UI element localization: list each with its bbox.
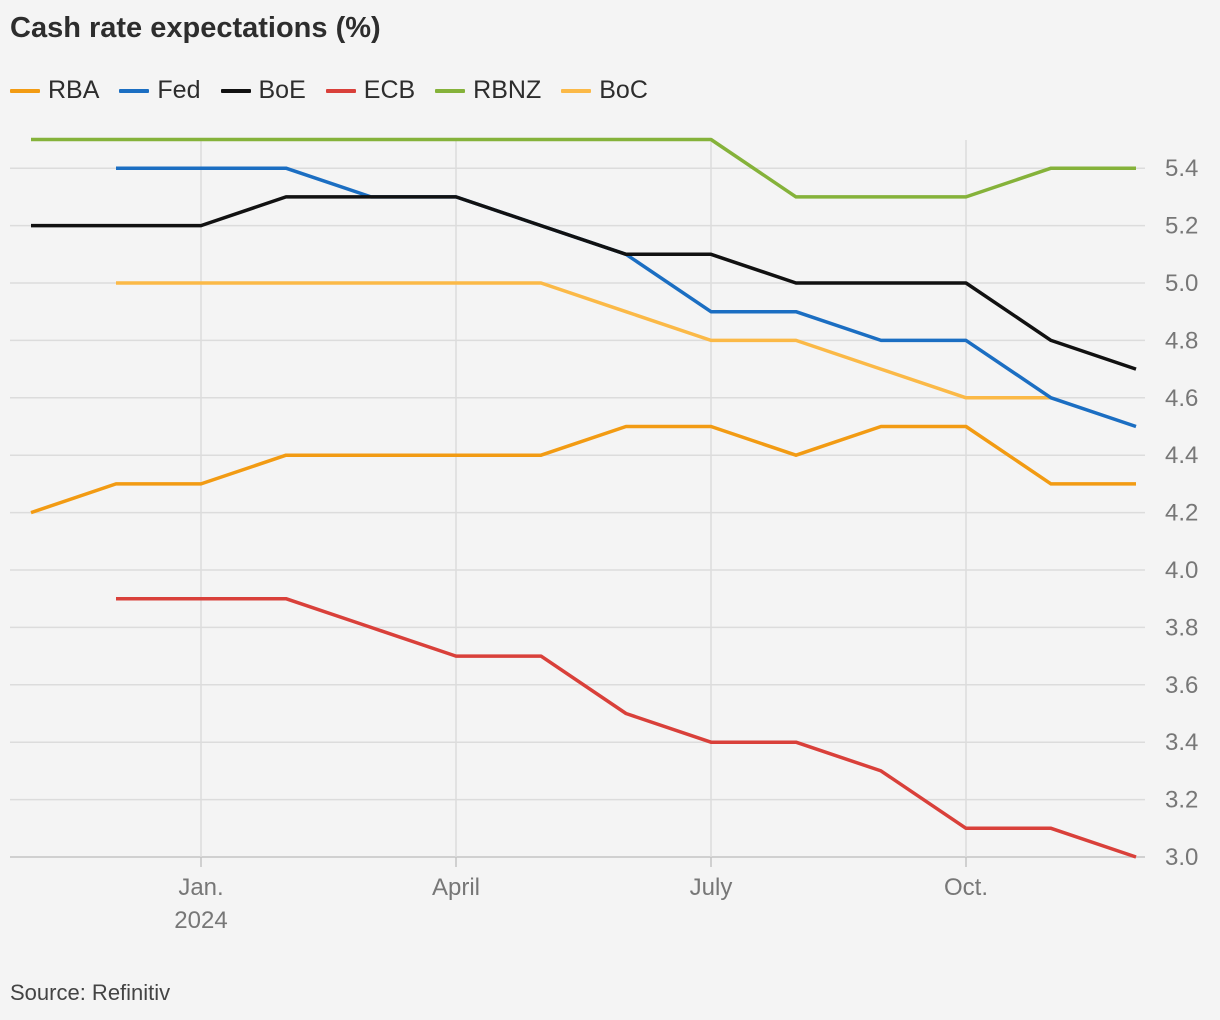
legend-label: Fed: [157, 76, 201, 104]
y-tick-label: 3.2: [1165, 787, 1198, 814]
legend-swatch: [435, 88, 466, 93]
y-tick-label: 5.4: [1165, 155, 1198, 182]
x-tick-label: April: [432, 874, 480, 901]
legend-label: BoE: [258, 76, 306, 104]
legend-swatch: [220, 88, 251, 93]
legend-item-boe: BoE: [220, 76, 306, 105]
series-line-boc: [116, 281, 1051, 400]
legend: RBA Fed BoE ECB RBNZ BoC: [10, 76, 648, 105]
y-tick-label: 4.0: [1165, 557, 1198, 584]
y-tick-label: 5.0: [1165, 270, 1198, 297]
legend-label: ECB: [363, 76, 416, 104]
series-line-boe: [31, 195, 1137, 371]
line-chart: 3.0 3.2 3.4 3.6 3.8 4.0 4.2 4.4 4.6 4.8 5.0 5.2 5.4 J…: [10, 137, 1198, 934]
y-tick-label: 4.6: [1165, 385, 1198, 412]
legend-item-rbnz: RBNZ: [435, 76, 541, 105]
chart-title: Cash rate expectations (%): [10, 12, 381, 44]
y-tick-label: 4.4: [1165, 442, 1198, 469]
legend-item-boc: BoC: [561, 76, 648, 105]
y-tick-label: 3.0: [1165, 844, 1198, 871]
legend-item-rba: RBA: [10, 76, 99, 105]
y-tick-label: 3.8: [1165, 614, 1198, 641]
y-tick-label: 5.2: [1165, 213, 1198, 240]
y-tick-label: 4.2: [1165, 500, 1198, 527]
legend-item-ecb: ECB: [325, 76, 416, 105]
legend-swatch: [325, 88, 356, 93]
x-tick-label: July: [690, 874, 733, 901]
source-note: Source: Refinitiv: [10, 980, 171, 1005]
series-line-ecb: [116, 596, 1137, 859]
y-tick-label: 3.6: [1165, 672, 1198, 699]
series-line-fed: [116, 166, 1137, 429]
legend-label: RBNZ: [473, 76, 542, 104]
y-tick-label: 4.8: [1165, 327, 1198, 354]
x-tick-label: Jan.: [178, 874, 223, 901]
series-line-rba: [30, 424, 1136, 515]
legend-swatch: [10, 88, 40, 93]
x-tick-label: Oct.: [944, 874, 988, 901]
legend-item-fed: Fed: [119, 76, 201, 105]
legend-label: BoC: [599, 76, 648, 104]
legend-label: RBA: [48, 76, 100, 104]
series-line-rbnz: [31, 137, 1136, 199]
legend-swatch: [561, 88, 592, 93]
y-tick-label: 3.4: [1165, 729, 1198, 756]
legend-swatch: [119, 88, 150, 93]
x-tick-sublabel: 2024: [174, 907, 227, 934]
